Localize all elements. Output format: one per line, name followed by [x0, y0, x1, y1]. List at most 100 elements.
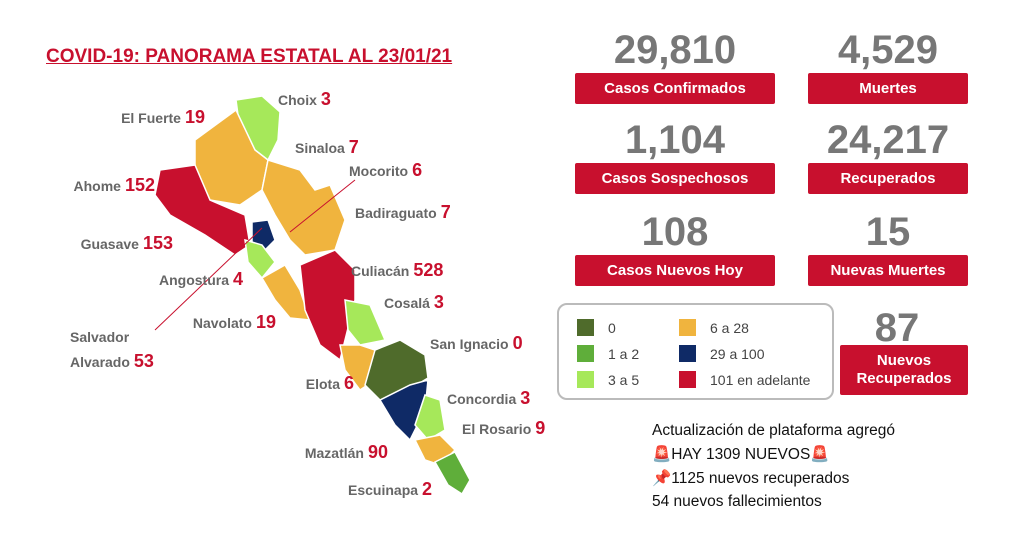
municipality-cases: 19: [255, 312, 276, 332]
legend-swatch: [679, 319, 696, 336]
municipality-label: San Ignacio 0: [430, 331, 523, 356]
municipality-cases: 19: [184, 107, 205, 127]
legend-swatch: [679, 371, 696, 388]
legend-item: 29 a 100: [679, 345, 765, 362]
municipality-cases: 90: [367, 442, 388, 462]
municipality-name: Concordia: [447, 391, 517, 407]
stat-value: 87: [874, 306, 920, 350]
map: [154, 95, 471, 496]
municipality-cases: 6: [343, 373, 354, 393]
region: [299, 249, 356, 362]
legend-label: 1 a 2: [608, 345, 640, 362]
stat-value: 108: [641, 210, 709, 254]
municipality-cases: 3: [433, 292, 444, 312]
municipality-label: El Fuerte 19: [121, 105, 205, 130]
legend-item: 3 a 5: [577, 371, 639, 388]
stat-label: Muertes: [808, 73, 968, 104]
municipality-name: Sinaloa: [295, 140, 345, 156]
region: [154, 164, 251, 256]
municipality-cases: 7: [348, 137, 359, 157]
municipality-cases: 53: [133, 351, 154, 371]
legend-item: 101 en adelante: [679, 371, 810, 388]
municipality-name: Ahome: [73, 178, 121, 194]
title: COVID-19: PANORAMA ESTATAL AL 23/01/21: [46, 46, 453, 67]
municipality-label: Mocorito 6: [349, 158, 422, 183]
legend-swatch: [577, 319, 594, 336]
update-line: 54 nuevos fallecimientos: [652, 493, 822, 510]
stat-value: 29,810: [613, 28, 737, 72]
update-line: 📌1125 nuevos recuperados: [652, 470, 850, 487]
municipality-name: Choix: [278, 92, 317, 108]
region: [251, 219, 276, 251]
stat-label: Casos Nuevos Hoy: [575, 255, 775, 286]
municipality-label: Sinaloa 7: [295, 135, 359, 160]
municipality-name: Culiacán: [351, 263, 410, 279]
municipality-name: Mazatlán: [304, 445, 364, 461]
municipality-name: Guasave: [80, 236, 139, 252]
update-line: 🚨HAY 1309 NUEVOS🚨: [652, 446, 830, 463]
stat-value: 4,529: [837, 28, 939, 72]
legend-item: 0: [577, 319, 616, 336]
municipality-cases: 3: [520, 388, 531, 408]
municipality-cases: 153: [142, 233, 173, 253]
municipality-label: Mazatlán 90: [305, 440, 388, 465]
municipality-name: Escuinapa: [348, 482, 419, 498]
municipality-label: Elota 6: [306, 371, 354, 396]
region: [344, 299, 387, 346]
region: [433, 451, 471, 496]
stat-value: 15: [865, 210, 911, 254]
legend-label: 3 a 5: [608, 371, 640, 388]
stat-label: Recuperados: [808, 163, 968, 194]
municipality-label: Navolato 19: [193, 310, 276, 335]
municipality-label: Escuinapa 2: [348, 477, 432, 502]
municipality-cases: 2: [422, 479, 433, 499]
legend-swatch: [577, 345, 594, 362]
municipality-name: Elota: [305, 376, 340, 392]
municipality-cases: 3: [320, 89, 331, 109]
municipality-cases: 152: [124, 175, 155, 195]
municipality-name: Mocorito: [349, 163, 409, 179]
municipality-name: San Ignacio: [430, 336, 509, 352]
legend-item: 1 a 2: [577, 345, 639, 362]
legend-label: 29 a 100: [710, 345, 765, 362]
municipality-label: Angostura 4: [159, 267, 243, 292]
municipality-cases: 0: [512, 333, 523, 353]
municipality-name: Navolato: [192, 315, 252, 331]
municipality-label: Salvador Alvarado 53: [70, 325, 170, 374]
legend-swatch: [679, 345, 696, 362]
municipality-cases: 6: [412, 160, 423, 180]
leader-line: [154, 227, 263, 331]
municipality-label: Cosalá 3: [384, 290, 444, 315]
legend-label: 0: [608, 319, 616, 336]
municipality-label: Badiraguato 7: [355, 200, 451, 225]
municipality-label: El Rosario 9: [462, 416, 545, 441]
leader-line: [289, 179, 356, 233]
legend-item: 6 a 28: [679, 319, 749, 336]
legend: 0 1 a 2 3 a 5 6 a 28 29 a 100 101 en adelante: [557, 303, 834, 400]
legend-label: 101 en adelante: [710, 371, 811, 388]
municipality-name: El Fuerte: [121, 110, 181, 126]
municipality-cases: 7: [440, 202, 451, 222]
update-heading: Actualización de plataforma agregó: [652, 422, 895, 439]
legend-label: 6 a 28: [710, 319, 749, 336]
municipality-name: El Rosario: [462, 421, 532, 437]
municipality-cases: 9: [535, 418, 546, 438]
municipality-name: Badiraguato: [355, 205, 437, 221]
municipality-label: Concordia 3: [447, 386, 530, 411]
stat-label: Nuevos Recuperados: [840, 345, 968, 395]
legend-swatch: [577, 371, 594, 388]
municipality-label: Guasave 153: [81, 231, 173, 256]
municipality-cases: 4: [232, 269, 243, 289]
region: [244, 238, 276, 280]
stat-value: 24,217: [826, 118, 950, 162]
municipality-name: Salvador Alvarado: [70, 329, 130, 370]
stat-label: Nuevas Muertes: [808, 255, 968, 286]
municipality-label: Choix 3: [278, 87, 331, 112]
municipality-label: Culiacán 528: [351, 258, 443, 283]
stat-label: Casos Sospechosos: [575, 163, 775, 194]
municipality-name: Cosalá: [384, 295, 430, 311]
stat-label: Casos Confirmados: [575, 73, 775, 104]
municipality-cases: 528: [413, 260, 444, 280]
municipality-label: Ahome 152: [74, 173, 156, 198]
